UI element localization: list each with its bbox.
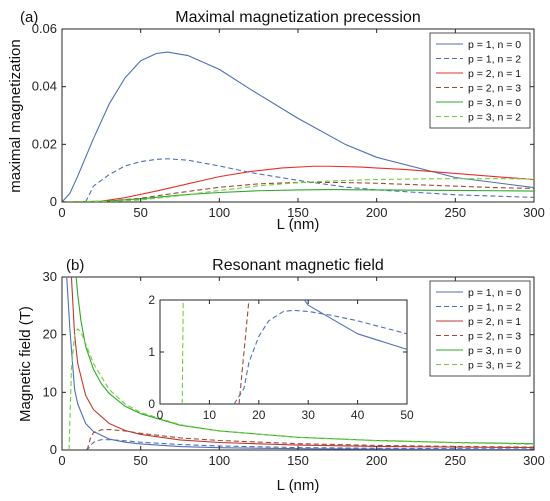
legend-entry: p = 3, n = 2 [468,112,521,124]
b-series-line-2 [85,439,534,450]
legend-entry: p = 2, n = 1 [468,68,521,80]
panel-label-b: (b) [66,257,84,274]
a-x-tick-label: 250 [444,205,466,220]
legend-entry: p = 2, n = 3 [468,83,521,95]
legend-b: p = 1, n = 0 p = 1, n = 2 p = 2, n = 1 p = … [429,280,531,377]
legend-a: p = 1, n = 0 p = 1, n = 2 p = 2, n = 1 p = … [429,32,531,129]
a-series-group [62,51,534,202]
a-x-tick-label: 200 [366,205,388,220]
b-y-tick-label: 20 [43,327,57,342]
a-series-line-6 [62,178,534,202]
axis-ticks-a: 0 50 100 150 200 250 300 0 0.02 0.04 0.06 [32,21,545,220]
inset-series-group [181,300,407,404]
chart-title-a: Maximal magnetization precession [175,9,420,26]
b-series-line-4 [86,428,534,450]
legend-box [429,32,531,129]
inset-x-tick-label: 20 [252,408,266,422]
inset-axis-ticks: 0 10 20 30 40 50 0 1 2 [148,293,414,422]
b-y-tick-label: 10 [43,384,57,399]
a-series-line-1 [62,51,534,202]
b-x-tick-label: 300 [523,453,545,468]
b-x-tick-label: 50 [133,453,147,468]
inset-y-tick-label: 1 [148,345,155,359]
legend-entry: p = 1, n = 2 [468,302,521,314]
inset-series-line-1 [303,300,407,350]
a-x-tick-label: 50 [133,205,147,220]
a-series-line-2 [85,158,534,202]
legend-entry: p = 1, n = 0 [468,39,521,51]
inset-plot-b: 0 10 20 30 40 50 0 1 2 [148,293,414,422]
inset-x-tick-label: 10 [203,408,217,422]
series-lines-a [62,51,534,202]
chart-title-b: Resonant magnetic field [212,257,384,274]
b-x-tick-label: 200 [366,453,388,468]
b-series-line-6 [68,328,534,450]
legend-entry: p = 3, n = 0 [468,345,521,357]
a-series-line-4 [62,181,534,202]
inset-x-tick-label: 40 [351,408,365,422]
a-x-tick-label: 100 [208,205,230,220]
b-x-tick-label: 0 [58,453,65,468]
inset-x-tick-label: 0 [157,408,164,422]
inset-x-tick-label: 30 [302,408,316,422]
a-x-tick-label: 0 [58,205,65,220]
b-y-tick-label: 0 [50,442,57,457]
inset-x-tick-label: 50 [400,408,414,422]
legend-box [429,280,531,377]
a-y-tick-label: 0 [50,194,57,209]
legend-entry: p = 1, n = 2 [468,54,521,66]
b-series-group [66,277,534,450]
a-y-tick-label: 0.04 [32,79,57,94]
b-x-tick-label: 150 [287,453,309,468]
x-axis-label-a: L (nm) [277,216,320,233]
legend-entry: p = 2, n = 3 [468,331,521,343]
inset-frame [159,299,408,405]
a-series-line-3 [62,165,534,202]
a-x-tick-label: 150 [287,205,309,220]
a-y-tick-label: 0.06 [32,21,57,36]
inset-series-lines [181,300,407,404]
legend-entry: p = 3, n = 0 [468,97,521,109]
b-y-tick-label: 30 [43,269,57,284]
legend-entry: p = 2, n = 1 [468,316,521,328]
x-axis-label-b: L (nm) [277,477,320,494]
a-x-tick-label: 300 [523,205,545,220]
legend-entry: p = 1, n = 0 [468,287,521,299]
panel-label-a: (a) [20,9,38,26]
legend-entry: p = 3, n = 2 [468,360,521,372]
b-series-line-1 [66,277,534,450]
y-axis-label-a: maximal magnetization [7,39,24,192]
y-axis-label-b: Magnetic field (T) [17,306,34,422]
inset-y-tick-label: 2 [148,293,155,307]
series-lines-b [66,277,534,450]
inset-y-tick-label: 0 [148,397,155,411]
b-x-tick-label: 100 [208,453,230,468]
panel-a: 0 50 100 150 200 250 300 0 0.02 0.04 0.06 (a) Maxi… [7,9,545,233]
a-y-tick-label: 0.02 [32,136,57,151]
b-x-tick-label: 250 [444,453,466,468]
